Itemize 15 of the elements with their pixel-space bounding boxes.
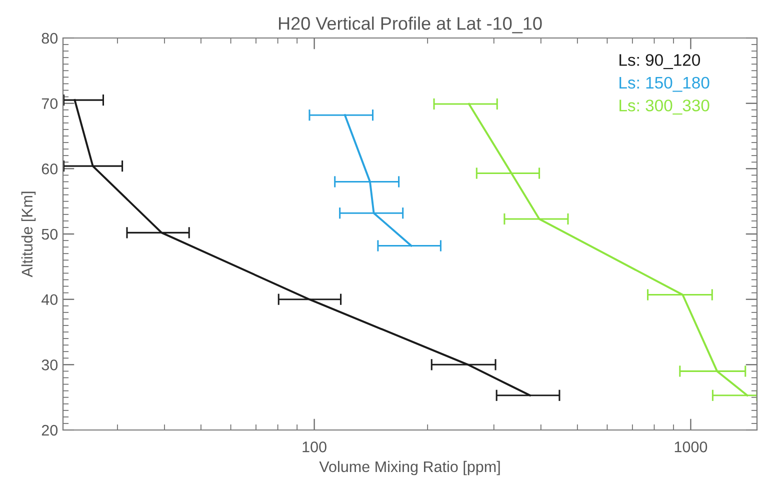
y-tick-label: 30 (42, 360, 58, 370)
y-tick-label: 50 (42, 228, 58, 240)
y-tick-label: 80 (42, 32, 58, 44)
y-tick-label: 20 (42, 424, 58, 436)
x-axis-title: Volume Mixing Ratio [ppm] (319, 460, 500, 476)
x-tick-label: 100 (302, 442, 326, 452)
chart-title: H20 Vertical Profile at Lat -10_10 (279, 16, 542, 34)
y-tick-label: 70 (42, 98, 58, 110)
text: Ls: 90_120 (620, 54, 700, 70)
y-axis-title: Altitude [Km] (21, 192, 36, 278)
x-tick-label: 1000 (674, 442, 708, 452)
text: Ls: 300_330 (620, 100, 710, 115)
text: Ls: 150_180 (620, 76, 710, 92)
y-tick-label: 60 (42, 164, 58, 174)
y-tick-label: 40 (42, 294, 58, 306)
